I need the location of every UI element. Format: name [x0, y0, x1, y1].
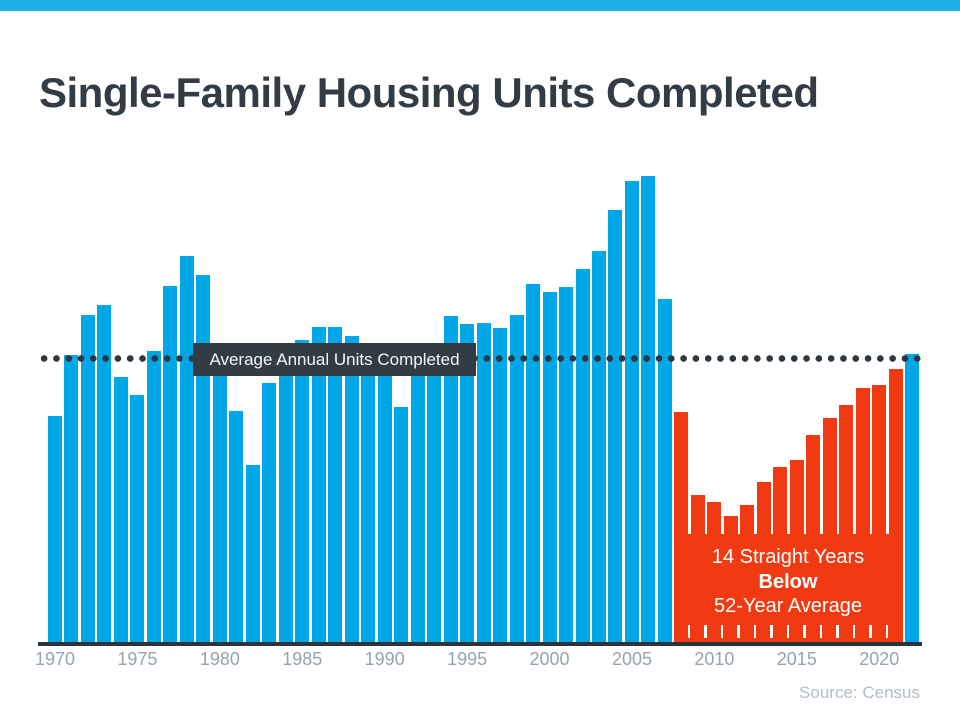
bar-2000	[542, 291, 557, 643]
bar-1985	[295, 339, 310, 643]
x-tick-1975: 1975	[117, 649, 158, 669]
bar-2006	[641, 175, 656, 643]
bar-1991	[394, 406, 409, 643]
bar-1979	[196, 275, 211, 643]
bar-1981	[229, 411, 244, 643]
x-tick-1990: 1990	[364, 649, 405, 669]
callout-tick	[786, 625, 790, 638]
callout-tick	[720, 625, 724, 638]
x-tick-1970: 1970	[34, 649, 76, 669]
top-accent-bar	[0, 0, 960, 11]
callout-line-2: Below	[758, 570, 818, 593]
source-credit: Source: Census	[799, 683, 920, 702]
callout-line-1: 14 Straight Years	[711, 546, 865, 568]
bar-1973	[97, 305, 112, 643]
callout-tick	[819, 625, 823, 638]
bar-1976	[146, 350, 161, 643]
bar-2022	[905, 353, 920, 643]
bar-1970	[48, 415, 62, 643]
callout-tick	[836, 625, 839, 638]
average-dotted-line	[38, 355, 923, 362]
callout-tick	[753, 625, 757, 638]
bar-1992	[410, 372, 425, 643]
bar-1990	[377, 374, 392, 643]
callout-tick	[704, 625, 707, 638]
bar-2002	[575, 268, 590, 643]
callout-tick	[869, 625, 872, 638]
x-tick-2015: 2015	[776, 649, 817, 669]
bar-1999	[526, 284, 541, 643]
bar-1974	[113, 376, 128, 643]
average-line-label: Average Annual Units Completed	[209, 349, 460, 369]
bar-1971	[64, 355, 79, 643]
bar-2005	[624, 180, 639, 643]
bar-1997	[493, 328, 508, 643]
x-tick-2005: 2005	[611, 649, 652, 669]
bar-1984	[278, 353, 293, 643]
bar-1989	[361, 351, 376, 643]
callout-tick	[885, 625, 889, 638]
average-line-label-box: Average Annual Units Completed	[193, 343, 476, 376]
bar-1975	[130, 394, 145, 643]
bar-1995	[460, 323, 475, 643]
bar-1987	[328, 326, 343, 643]
bar-1994	[443, 315, 458, 643]
bar-1993	[427, 348, 442, 643]
bar-1977	[163, 286, 178, 643]
bar-1982	[245, 464, 260, 643]
bar-1972	[80, 314, 95, 643]
callout-tick	[737, 625, 740, 638]
bar-1986	[311, 326, 326, 643]
callout-tick	[803, 625, 806, 638]
bar-2007	[657, 299, 672, 643]
x-tick-1980: 1980	[199, 649, 240, 669]
page-title: Single-Family Housing Units Completed	[39, 69, 819, 117]
x-axis-line	[38, 642, 922, 646]
bar-1980	[212, 376, 227, 643]
callout-line-3: 52-Year Average	[714, 595, 862, 617]
bar-2004	[608, 209, 623, 643]
below-average-callout: 14 Straight Years Below 52-Year Average	[674, 534, 902, 643]
x-tick-2020: 2020	[859, 649, 900, 669]
bar-1978	[179, 256, 194, 643]
callout-tick	[852, 625, 856, 638]
x-tick-1995: 1995	[447, 649, 488, 669]
bar-2001	[559, 287, 574, 643]
x-tick-2010: 2010	[694, 649, 735, 669]
bar-1988	[344, 336, 359, 643]
x-tick-1985: 1985	[282, 649, 323, 669]
bar-1996	[476, 322, 491, 643]
x-tick-2000: 2000	[529, 649, 570, 669]
callout-tick	[687, 625, 691, 638]
bar-1983	[262, 382, 277, 643]
bar-1998	[509, 314, 524, 643]
bar-2003	[592, 251, 606, 643]
callout-tick	[770, 625, 773, 638]
